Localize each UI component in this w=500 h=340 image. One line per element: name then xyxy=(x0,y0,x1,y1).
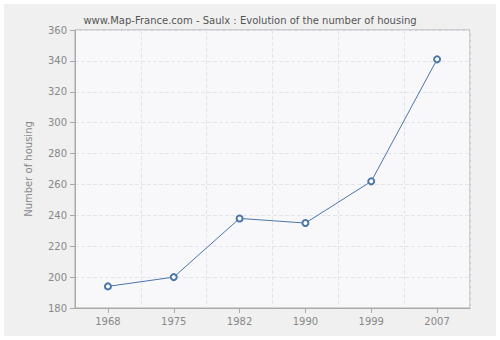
svg-text:www.Map-France.com - Saulx : E: www.Map-France.com - Saulx : Evolution o… xyxy=(83,15,416,26)
svg-text:2007: 2007 xyxy=(424,316,449,327)
svg-text:Number of housing: Number of housing xyxy=(23,121,34,217)
svg-text:1990: 1990 xyxy=(293,316,318,327)
svg-text:1968: 1968 xyxy=(95,316,120,327)
svg-text:340: 340 xyxy=(48,55,67,66)
svg-text:360: 360 xyxy=(48,25,67,36)
svg-text:320: 320 xyxy=(48,86,67,97)
svg-text:1999: 1999 xyxy=(359,316,384,327)
svg-text:300: 300 xyxy=(48,117,67,128)
svg-text:220: 220 xyxy=(48,241,67,252)
svg-text:1982: 1982 xyxy=(227,316,252,327)
svg-text:180: 180 xyxy=(48,303,67,314)
svg-text:240: 240 xyxy=(48,210,67,221)
svg-text:200: 200 xyxy=(48,272,67,283)
svg-text:260: 260 xyxy=(48,179,67,190)
svg-text:280: 280 xyxy=(48,148,67,159)
svg-text:1975: 1975 xyxy=(161,316,186,327)
